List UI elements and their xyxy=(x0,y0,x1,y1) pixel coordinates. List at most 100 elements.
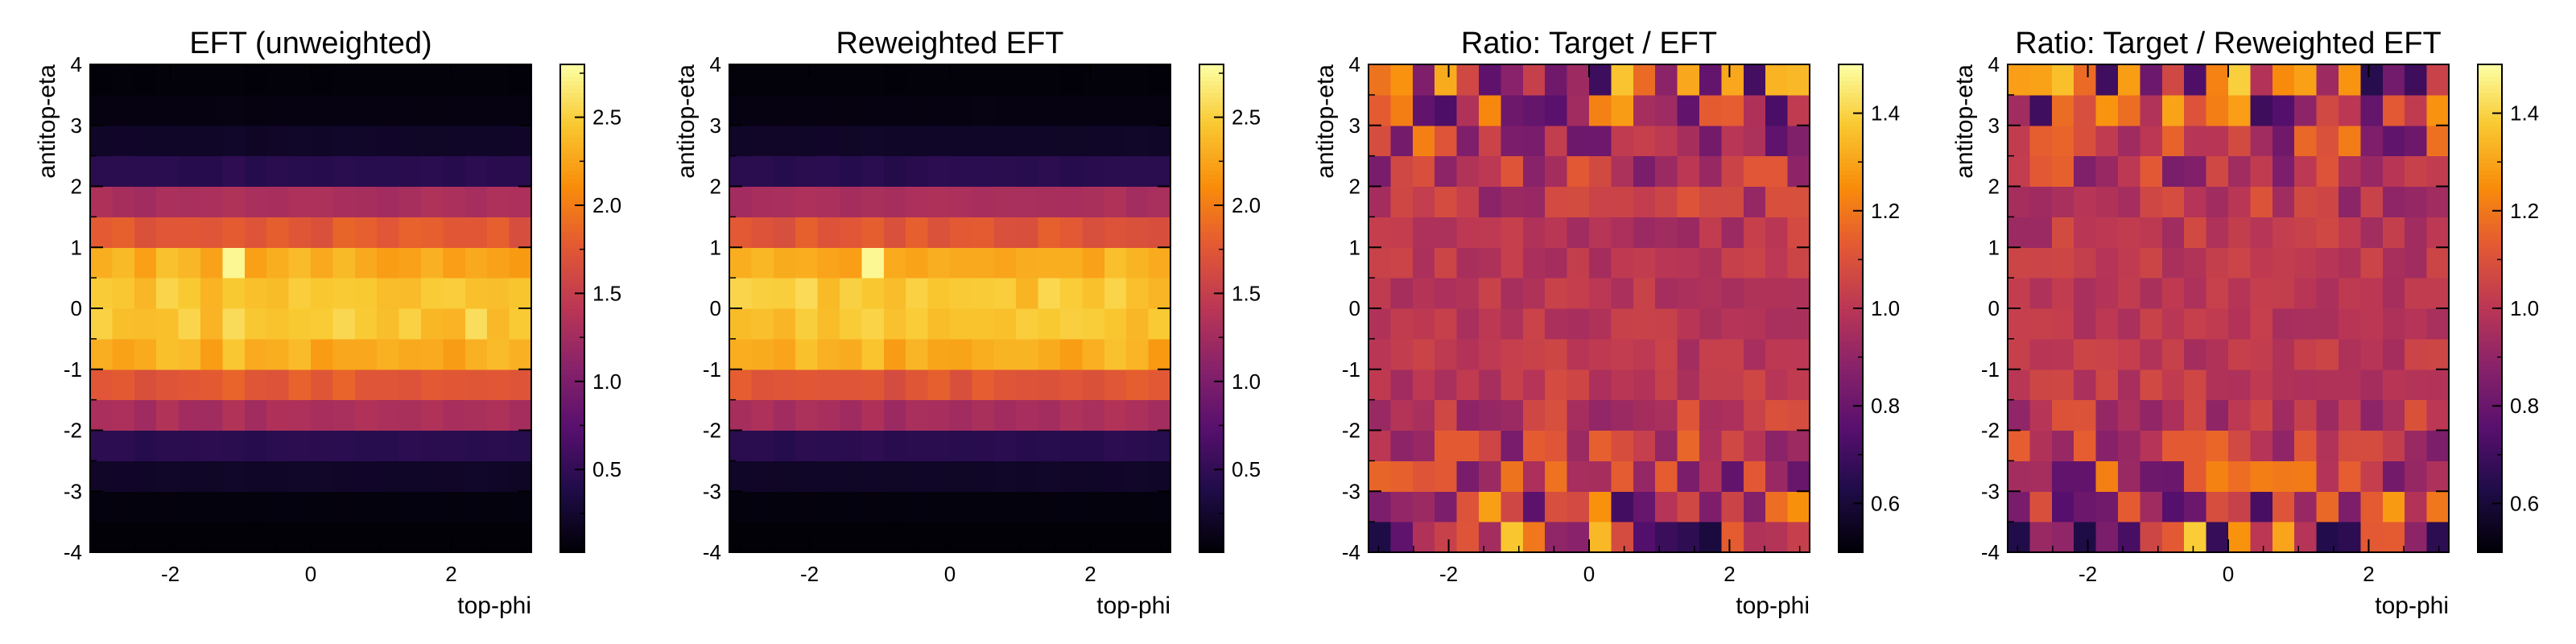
heatmap-cell xyxy=(354,125,378,157)
heatmap-cell xyxy=(840,125,862,157)
heatmap-cell xyxy=(1501,94,1524,126)
colorbar-step xyxy=(1199,394,1224,398)
heatmap-cell xyxy=(2074,460,2097,492)
colorbar-step xyxy=(1839,85,1863,90)
heatmap-cell xyxy=(1126,186,1150,217)
heatmap-cell xyxy=(178,338,201,370)
heatmap-cell xyxy=(2161,64,2185,96)
heatmap-cell xyxy=(1368,338,1391,370)
colorbar-step xyxy=(2478,410,2502,415)
heatmap-cell xyxy=(1655,155,1678,188)
heatmap-cell xyxy=(840,369,862,401)
heatmap-cell xyxy=(1522,369,1546,401)
heatmap-cell xyxy=(1456,186,1480,217)
colorbar-step xyxy=(560,430,584,436)
colorbar-step xyxy=(2478,117,2502,122)
colorbar-step xyxy=(560,357,584,362)
heatmap-cells xyxy=(1368,64,1810,553)
colorbar-step xyxy=(1839,539,1863,545)
heatmap-cell xyxy=(1611,308,1634,340)
y-tick-label: 0 xyxy=(71,296,82,320)
colorbar-step xyxy=(1199,239,1224,244)
heatmap-cell xyxy=(266,217,290,248)
heatmap-cell xyxy=(112,369,135,401)
heatmap-cell xyxy=(1545,64,1568,96)
heatmap-cell xyxy=(487,430,510,461)
heatmap-cell xyxy=(266,125,290,157)
heatmap-cell xyxy=(332,247,356,279)
colorbar-step xyxy=(2478,515,2502,521)
heatmap-cell xyxy=(817,125,840,157)
heatmap-cell xyxy=(1743,247,1766,279)
heatmap-cell xyxy=(311,155,333,188)
heatmap-cell xyxy=(2360,430,2384,461)
colorbar-step xyxy=(1839,345,1863,350)
heatmap-cell xyxy=(840,308,862,340)
heatmap-cell xyxy=(354,308,378,340)
heatmap-cell xyxy=(1038,125,1061,157)
colorbar-step xyxy=(1199,303,1224,309)
heatmap-cell xyxy=(1655,460,1678,492)
heatmap-cell xyxy=(1126,308,1150,340)
heatmap-cell xyxy=(2228,399,2251,431)
colorbar-step xyxy=(2478,507,2502,513)
colorbar-step xyxy=(1199,385,1224,390)
heatmap-cell xyxy=(487,369,510,401)
colorbar-step xyxy=(560,97,584,102)
colorbar-step xyxy=(1199,210,1224,216)
heatmap-cell xyxy=(443,94,466,126)
heatmap-cell xyxy=(1677,155,1700,188)
heatmap-cell xyxy=(90,430,113,461)
heatmap-cell xyxy=(1633,125,1656,157)
heatmap-cell xyxy=(134,94,157,126)
heatmap-cell xyxy=(2339,399,2361,431)
heatmap-cell xyxy=(1082,399,1105,431)
heatmap-cell xyxy=(90,94,113,126)
colorbar-step xyxy=(2478,283,2502,289)
colorbar-step xyxy=(2478,511,2502,517)
heatmap-cell xyxy=(2051,247,2074,279)
colorbar-step xyxy=(2478,365,2502,370)
colorbar-step xyxy=(1199,235,1224,240)
heatmap-cell xyxy=(1699,491,1722,522)
heatmap-cell xyxy=(2029,338,2053,370)
heatmap-cell xyxy=(1522,278,1546,309)
colorbar-step xyxy=(1839,458,1863,464)
heatmap-cell xyxy=(883,308,906,340)
heatmap-cell xyxy=(927,491,951,522)
colorbar-step xyxy=(2478,328,2502,334)
heatmap-cell xyxy=(2294,247,2318,279)
heatmap-cell xyxy=(2074,94,2097,126)
colorbar-tick-label: 1.0 xyxy=(1871,296,1900,320)
heatmap-cell xyxy=(332,186,356,217)
colorbar-step xyxy=(1199,299,1224,305)
heatmap-cell xyxy=(112,278,135,309)
heatmap-cell xyxy=(2316,369,2339,401)
heatmap-cell xyxy=(112,247,135,279)
colorbar-step xyxy=(2478,499,2502,505)
heatmap-cell xyxy=(2118,522,2140,553)
colorbar-step xyxy=(1839,141,1863,147)
heatmap-cell xyxy=(1765,186,1789,217)
heatmap-cell xyxy=(927,369,951,401)
heatmap-cell xyxy=(840,460,862,492)
heatmap-cell xyxy=(1148,217,1171,248)
heatmap-cell xyxy=(2095,278,2119,309)
heatmap-cell xyxy=(1082,308,1105,340)
heatmap-cell xyxy=(817,522,840,553)
heatmap-cell xyxy=(1501,278,1524,309)
heatmap-cell xyxy=(1104,247,1127,279)
colorbar-tick-label: 2.5 xyxy=(592,105,621,130)
heatmap-cell xyxy=(883,125,906,157)
colorbar-step xyxy=(2478,287,2502,293)
heatmap-cell xyxy=(1479,217,1501,248)
colorbar-step xyxy=(1839,499,1863,505)
heatmap-cell xyxy=(2008,399,2030,431)
x-tick-label: -2 xyxy=(2079,562,2097,586)
heatmap-cell xyxy=(2339,94,2361,126)
heatmap-cell xyxy=(1060,64,1083,96)
heatmap-cell xyxy=(1104,399,1127,431)
heatmap-cell xyxy=(2426,125,2450,157)
colorbar-step xyxy=(1839,381,1863,386)
heatmap-cell xyxy=(222,308,246,340)
